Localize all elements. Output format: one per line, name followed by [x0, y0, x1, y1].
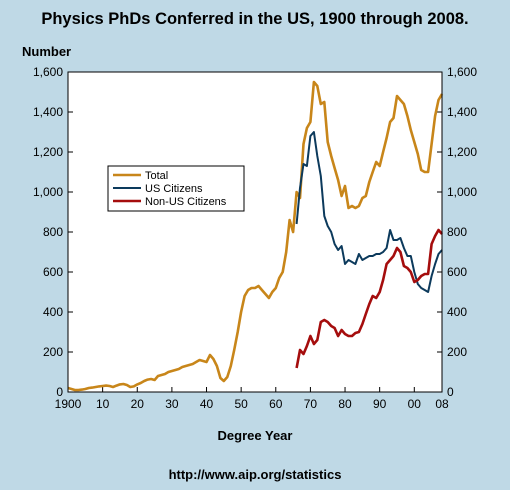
y-tick-label-right: 1,400: [447, 105, 477, 119]
x-tick-label: 80: [338, 397, 352, 411]
y-tick-label-left: 600: [43, 265, 63, 279]
plot-border: [67, 71, 443, 393]
y-tick-label-right: 1,600: [447, 65, 477, 79]
y-tick-label-right: 800: [447, 225, 467, 239]
chart-title: Physics PhDs Conferred in the US, 1900 t…: [41, 10, 469, 28]
series-line-non-us-citizens: [295, 228, 443, 369]
y-tick-label-left: 1,400: [33, 105, 63, 119]
plot-area: [68, 72, 442, 392]
x-tick-label: 10: [96, 397, 110, 411]
legend-label-total: Total: [145, 170, 168, 182]
x-tick-label: 90: [373, 397, 387, 411]
x-tick-label: 30: [165, 397, 179, 411]
x-tick-label: 20: [131, 397, 145, 411]
x-axis-label: Degree Year: [217, 428, 293, 443]
x-tick-label: 1900: [55, 397, 82, 411]
series-line-total: [67, 80, 444, 392]
y-tick-label-left: 400: [43, 305, 63, 319]
y-tick-label-right: 0: [447, 385, 454, 399]
legend-label-us-citizens: US Citizens: [145, 183, 203, 195]
x-tick-label: 00: [408, 397, 422, 411]
y-tick-label-right: 1,000: [447, 185, 477, 199]
y-tick-label-left: 1,200: [33, 145, 63, 159]
y-tick-label-right: 200: [447, 345, 467, 359]
y-tick-label-left: 0: [56, 385, 63, 399]
y-tick-label-left: 1,600: [33, 65, 63, 79]
x-tick-label: 08: [435, 397, 449, 411]
series-lines: [67, 80, 444, 392]
y-axis-label: Number: [22, 44, 72, 59]
legend-label-non-us-citizens: Non-US Citizens: [145, 196, 227, 208]
y-tick-label-right: 600: [447, 265, 467, 279]
x-tick-label: 70: [304, 397, 318, 411]
source-url[interactable]: http://www.aip.org/statistics: [168, 467, 342, 482]
y-tick-label-right: 1,200: [447, 145, 477, 159]
y-tick-label-left: 800: [43, 225, 63, 239]
y-tick-label-left: 1,000: [33, 185, 63, 199]
y-tick-label-left: 200: [43, 345, 63, 359]
series-line-us-citizens: [295, 131, 443, 293]
x-tick-label: 40: [200, 397, 214, 411]
x-tick-label: 50: [234, 397, 248, 411]
y-tick-label-right: 400: [447, 305, 467, 319]
x-tick-label: 60: [269, 397, 283, 411]
